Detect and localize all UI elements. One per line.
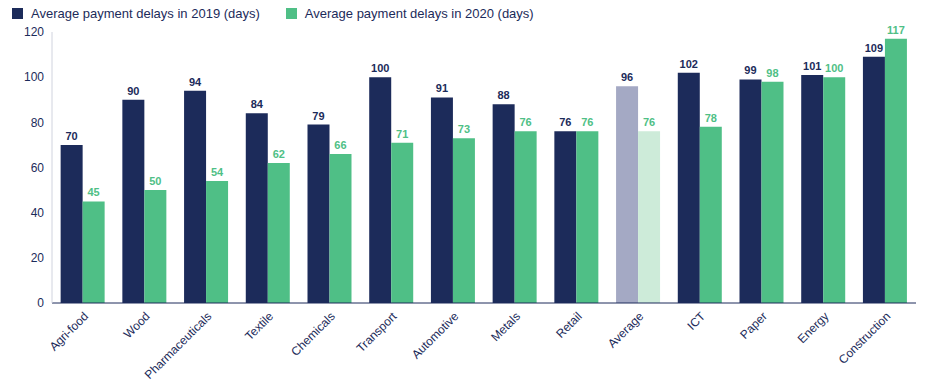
svg-text:99: 99 bbox=[744, 64, 756, 76]
svg-text:40: 40 bbox=[31, 206, 45, 220]
svg-text:90: 90 bbox=[127, 85, 139, 97]
svg-text:Pharmaceuticals: Pharmaceuticals bbox=[142, 309, 215, 382]
svg-text:60: 60 bbox=[31, 161, 45, 175]
svg-text:96: 96 bbox=[621, 71, 633, 83]
svg-text:91: 91 bbox=[436, 82, 448, 94]
svg-text:76: 76 bbox=[643, 116, 655, 128]
svg-text:Retail: Retail bbox=[553, 309, 585, 341]
svg-text:62: 62 bbox=[273, 148, 285, 160]
svg-text:94: 94 bbox=[189, 76, 202, 88]
html-text:Average payment delays in 2020: Average payment delays in 2020 (days) bbox=[304, 6, 534, 21]
svg-text:100: 100 bbox=[371, 62, 389, 74]
svg-text:78: 78 bbox=[705, 112, 717, 124]
svg-text:73: 73 bbox=[458, 123, 470, 135]
svg-text:102: 102 bbox=[680, 58, 698, 70]
svg-text:Energy: Energy bbox=[795, 309, 832, 346]
svg-text:84: 84 bbox=[251, 98, 264, 110]
svg-text:101: 101 bbox=[803, 60, 821, 72]
svg-text:100: 100 bbox=[825, 62, 843, 74]
svg-text:70: 70 bbox=[66, 130, 78, 142]
svg-text:ICT: ICT bbox=[685, 309, 709, 333]
svg-text:79: 79 bbox=[312, 110, 324, 122]
svg-text:Agri-food: Agri-food bbox=[47, 309, 91, 353]
svg-text:76: 76 bbox=[520, 116, 532, 128]
svg-text:Chemicals: Chemicals bbox=[288, 309, 338, 359]
svg-text:Transport: Transport bbox=[354, 309, 400, 355]
svg-text:20: 20 bbox=[31, 251, 45, 265]
svg-text:76: 76 bbox=[581, 116, 593, 128]
svg-text:120: 120 bbox=[24, 25, 44, 39]
svg-text:88: 88 bbox=[498, 89, 510, 101]
html-text:Average payment delays in 2019: Average payment delays in 2019 (days) bbox=[31, 6, 260, 21]
svg-text:100: 100 bbox=[24, 70, 44, 84]
svg-text:80: 80 bbox=[31, 116, 45, 130]
svg-text:109: 109 bbox=[865, 42, 883, 54]
svg-text:76: 76 bbox=[559, 116, 571, 128]
svg-text:Paper: Paper bbox=[737, 309, 770, 342]
svg-text:Automotive: Automotive bbox=[409, 309, 462, 362]
svg-text:50: 50 bbox=[149, 175, 161, 187]
svg-text:66: 66 bbox=[334, 139, 346, 151]
svg-text:Textile: Textile bbox=[242, 309, 276, 343]
svg-text:45: 45 bbox=[88, 186, 100, 198]
svg-text:Average: Average bbox=[605, 309, 647, 351]
svg-text:98: 98 bbox=[766, 67, 778, 79]
svg-text:54: 54 bbox=[211, 166, 224, 178]
svg-text:0: 0 bbox=[37, 296, 44, 310]
svg-text:117: 117 bbox=[887, 24, 905, 36]
svg-text:Wood: Wood bbox=[121, 309, 153, 341]
svg-text:Metals: Metals bbox=[488, 309, 523, 344]
svg-text:71: 71 bbox=[396, 128, 408, 140]
svg-text:Construction: Construction bbox=[836, 309, 894, 367]
